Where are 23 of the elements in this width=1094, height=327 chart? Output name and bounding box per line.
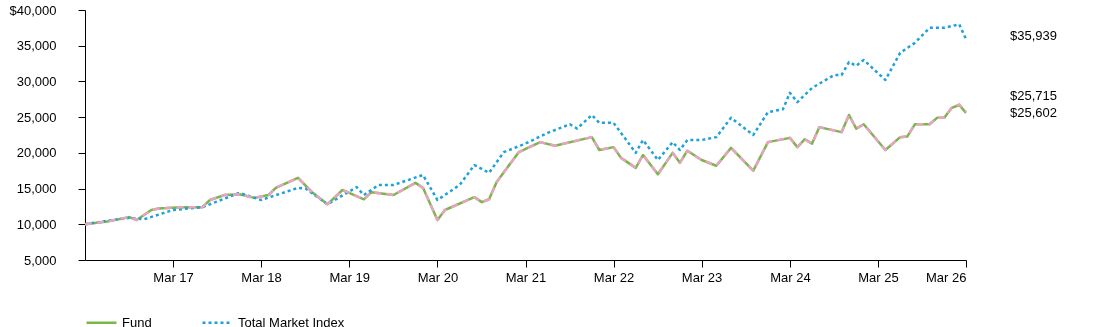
text: $25,602 xyxy=(1010,105,1057,120)
y-tick-label: 5,000 xyxy=(23,252,57,268)
x-tick-label: Mar 25 xyxy=(858,269,899,285)
text: $25,715 xyxy=(1010,88,1057,103)
x-tick-label: Mar 26 xyxy=(926,269,967,285)
x-tick-label: Mar 18 xyxy=(241,269,282,285)
x-tick-label: Mar 17 xyxy=(153,269,194,285)
x-tick-label: Mar 20 xyxy=(417,269,459,285)
y-tick-label: 10,000 xyxy=(16,216,57,232)
y-tick-label: $40,000 xyxy=(9,2,57,18)
x-tick-label: Mar 19 xyxy=(329,269,370,285)
y-tick-label: 35,000 xyxy=(16,38,57,54)
x-tick-label: Mar 21 xyxy=(505,269,547,285)
legend-label: Total Market Index xyxy=(238,314,345,327)
y-tick-label: 25,000 xyxy=(16,109,57,125)
legend-label: Fund xyxy=(122,314,152,327)
x-tick-label: Mar 24 xyxy=(770,269,811,285)
y-tick-label: 15,000 xyxy=(16,181,57,197)
text: $35,939 xyxy=(1010,28,1057,43)
x-tick-label: Mar 23 xyxy=(681,269,723,285)
x-tick-label: Mar 22 xyxy=(593,269,635,285)
y-tick-label: 20,000 xyxy=(16,145,57,161)
y-tick-label: 30,000 xyxy=(16,73,57,89)
